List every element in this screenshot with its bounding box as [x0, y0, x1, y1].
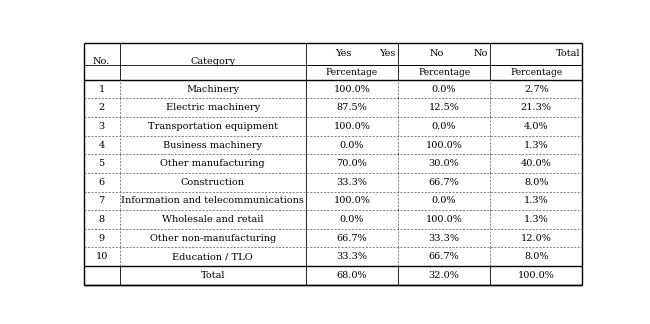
Text: No.: No. [93, 57, 110, 66]
Text: Other manufacturing: Other manufacturing [161, 159, 265, 168]
Text: Machinery: Machinery [186, 85, 239, 94]
Text: Category: Category [190, 57, 235, 66]
Text: Construction: Construction [181, 178, 244, 187]
Text: 33.3%: 33.3% [336, 252, 367, 261]
Text: Education / TLO: Education / TLO [172, 252, 253, 261]
Text: 66.7%: 66.7% [337, 234, 367, 243]
Text: 0.0%: 0.0% [339, 141, 364, 149]
Text: 100.0%: 100.0% [333, 196, 370, 205]
Text: 5: 5 [99, 159, 105, 168]
Text: 1.3%: 1.3% [524, 196, 549, 205]
Text: No: No [430, 49, 444, 58]
Text: 4: 4 [99, 141, 105, 149]
Text: Yes: Yes [335, 49, 352, 58]
Text: 2.7%: 2.7% [524, 85, 549, 94]
Text: 100.0%: 100.0% [518, 271, 555, 280]
Text: 70.0%: 70.0% [337, 159, 367, 168]
Text: Percentage: Percentage [326, 68, 378, 77]
Text: 8.0%: 8.0% [524, 252, 549, 261]
Text: 66.7%: 66.7% [429, 252, 460, 261]
Text: Yes: Yes [379, 49, 395, 58]
Text: Total: Total [556, 49, 580, 58]
Text: 30.0%: 30.0% [429, 159, 460, 168]
Text: 8: 8 [99, 215, 105, 224]
Text: Electric machinery: Electric machinery [166, 103, 260, 112]
Text: 32.0%: 32.0% [428, 271, 460, 280]
Text: Percentage: Percentage [418, 68, 470, 77]
Text: Business machinery: Business machinery [163, 141, 262, 149]
Text: 9: 9 [99, 234, 105, 243]
Text: 1.3%: 1.3% [524, 141, 549, 149]
Text: 33.3%: 33.3% [428, 234, 460, 243]
Text: 40.0%: 40.0% [521, 159, 552, 168]
Text: 3: 3 [99, 122, 105, 131]
Text: 0.0%: 0.0% [432, 85, 456, 94]
Text: Wholesale and retail: Wholesale and retail [162, 215, 263, 224]
Text: 7: 7 [99, 196, 105, 205]
Text: 66.7%: 66.7% [429, 178, 460, 187]
Text: 100.0%: 100.0% [426, 215, 463, 224]
Text: 8.0%: 8.0% [524, 178, 549, 187]
Text: 1: 1 [99, 85, 105, 94]
Text: Percentage: Percentage [510, 68, 562, 77]
Text: 2: 2 [99, 103, 105, 112]
Text: No: No [473, 49, 488, 58]
Text: 0.0%: 0.0% [339, 215, 364, 224]
Text: 12.5%: 12.5% [428, 103, 460, 112]
Text: Transportation equipment: Transportation equipment [148, 122, 278, 131]
Text: 0.0%: 0.0% [432, 122, 456, 131]
Text: 21.3%: 21.3% [521, 103, 552, 112]
Text: 0.0%: 0.0% [432, 196, 456, 205]
Text: Other non-manufacturing: Other non-manufacturing [150, 234, 276, 243]
Text: Total: Total [200, 271, 225, 280]
Text: Information and telecommunications: Information and telecommunications [122, 196, 304, 205]
Text: 1.3%: 1.3% [524, 215, 549, 224]
Text: 12.0%: 12.0% [521, 234, 552, 243]
Text: 100.0%: 100.0% [333, 122, 370, 131]
Text: 100.0%: 100.0% [426, 141, 463, 149]
Text: 10: 10 [96, 252, 108, 261]
Text: 4.0%: 4.0% [524, 122, 549, 131]
Text: 100.0%: 100.0% [333, 85, 370, 94]
Text: 87.5%: 87.5% [337, 103, 367, 112]
Text: 68.0%: 68.0% [337, 271, 367, 280]
Text: 6: 6 [99, 178, 105, 187]
Text: 33.3%: 33.3% [336, 178, 367, 187]
